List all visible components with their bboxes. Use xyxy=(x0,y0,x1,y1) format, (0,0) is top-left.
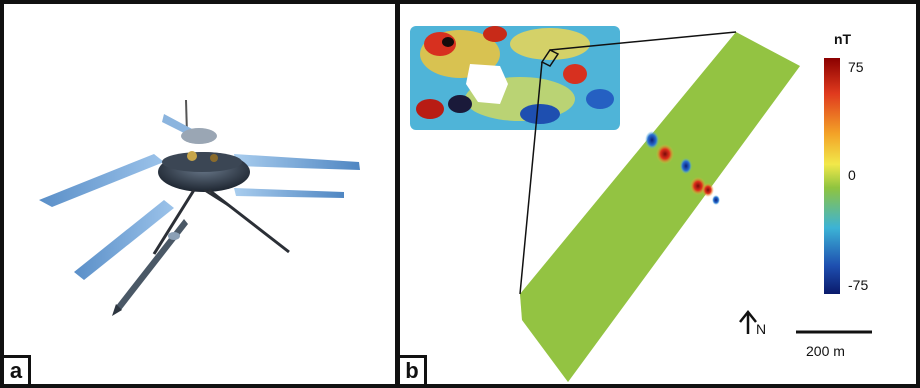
sensor-clamp xyxy=(168,232,180,240)
scale-bar-label: 200 m xyxy=(806,343,845,359)
anomaly-blue-2 xyxy=(680,158,692,174)
anomaly-blue-3 xyxy=(712,195,720,205)
inset-warm-2 xyxy=(510,28,590,60)
drone-body-top xyxy=(162,152,242,172)
inset-red-4 xyxy=(416,99,444,119)
colorbar-max-label: 75 xyxy=(848,59,864,75)
inset-map xyxy=(410,26,620,130)
inset-blue-2 xyxy=(586,89,614,109)
leg-1 xyxy=(154,190,194,254)
anomaly-map: nT 75 0 -75 N 200 m xyxy=(400,4,916,384)
panel-b: nT 75 0 -75 N 200 m b xyxy=(400,4,916,384)
blade-left-long xyxy=(39,154,164,207)
anomaly-red-1 xyxy=(656,144,674,164)
wire-bundle-2 xyxy=(210,154,218,162)
leg-3 xyxy=(204,190,234,209)
inset-red-2 xyxy=(483,26,507,42)
blade-right-long xyxy=(234,154,360,170)
inset-dark-1 xyxy=(448,95,472,113)
colorbar xyxy=(824,58,840,294)
dome xyxy=(181,128,217,144)
inset-blue-1 xyxy=(520,104,560,124)
panel-a: a xyxy=(4,4,395,384)
drone-illustration xyxy=(4,4,395,384)
panel-a-label: a xyxy=(4,355,31,384)
inset-red-3 xyxy=(563,64,587,84)
panel-b-label: b xyxy=(400,355,427,384)
colorbar-unit: nT xyxy=(834,31,852,47)
leg-2 xyxy=(209,190,289,252)
anomaly-red-3 xyxy=(702,183,714,197)
inset-dark-2 xyxy=(442,37,454,47)
colorbar-mid-label: 0 xyxy=(848,167,856,183)
wire-bundle-1 xyxy=(187,151,197,161)
north-letter: N xyxy=(756,321,766,337)
colorbar-min-label: -75 xyxy=(848,277,868,293)
north-arrow: N xyxy=(740,312,766,337)
anomaly-blue-1 xyxy=(645,131,659,149)
blade-lower-left xyxy=(74,200,174,280)
blade-right-short xyxy=(234,188,344,198)
